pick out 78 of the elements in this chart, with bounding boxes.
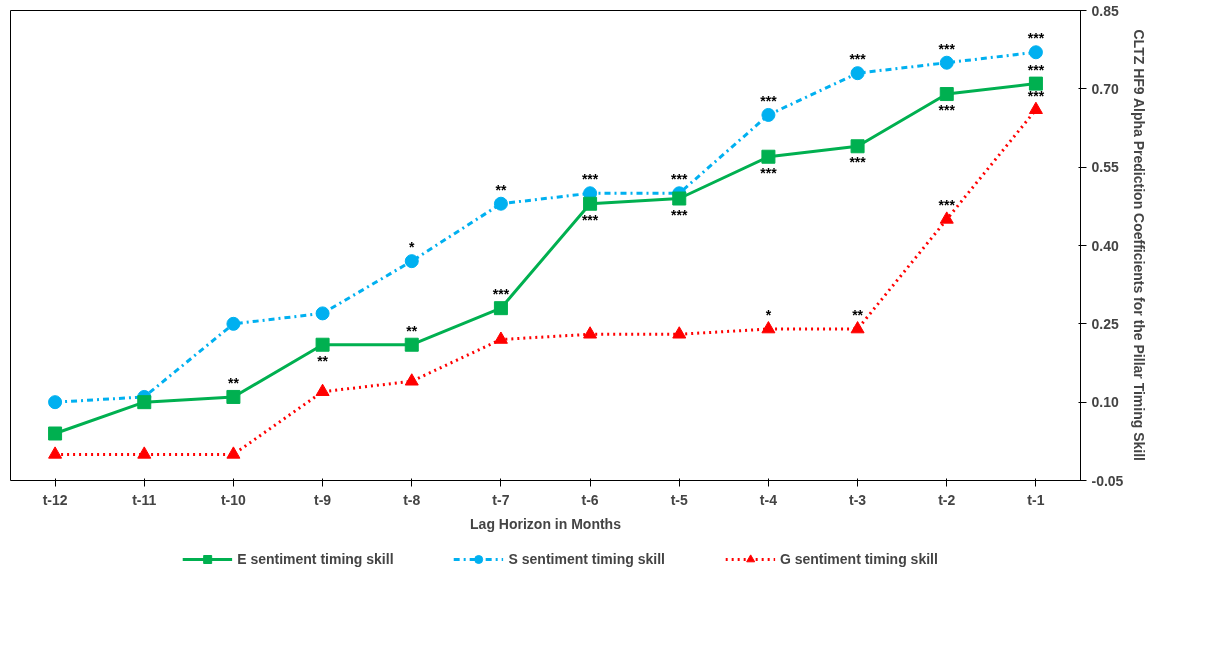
annotation: **	[406, 322, 418, 339]
legend-label: S sentiment timing skill	[508, 551, 665, 567]
point	[583, 326, 598, 339]
point	[761, 149, 776, 164]
annotation: ***	[492, 286, 510, 303]
annotation: **	[227, 374, 240, 391]
y-tick-label: 0.55	[1091, 159, 1119, 176]
point	[315, 337, 330, 352]
point	[493, 196, 508, 211]
point	[48, 426, 63, 441]
annotation: ***	[849, 154, 867, 171]
legend-label: E sentiment timing skill	[237, 551, 394, 567]
annotation: *	[409, 239, 416, 256]
x-axis-title: Lag Horizon in Months	[470, 515, 622, 532]
point	[761, 321, 776, 334]
point	[939, 211, 954, 224]
point	[583, 196, 598, 211]
point	[48, 395, 63, 410]
y-tick-label: 0.70	[1091, 80, 1119, 97]
point	[939, 87, 954, 102]
point	[1028, 76, 1043, 91]
y-tick-label: -0.05	[1091, 472, 1124, 489]
y-tick-label: 0.40	[1091, 237, 1119, 254]
annotation: ***	[938, 197, 956, 214]
annotation: ***	[760, 92, 778, 109]
x-tick-label: t-3	[849, 491, 867, 508]
point	[226, 389, 241, 404]
point	[493, 331, 508, 344]
point	[137, 395, 152, 410]
annotation: *	[765, 307, 772, 324]
point	[404, 337, 419, 352]
annotation: **	[852, 307, 864, 324]
x-tick-label: t-2	[938, 491, 956, 508]
point	[404, 373, 419, 386]
y-axis-title: CLTZ HF9 Alpha Prediction Coefficients for the Pillar Timing Skill	[1131, 29, 1148, 461]
x-tick-label: t-11	[132, 491, 157, 508]
x-tick-label: t-1	[1027, 491, 1045, 508]
point	[404, 254, 419, 269]
point	[315, 383, 330, 396]
x-tick-label: t-7	[492, 491, 510, 508]
point	[850, 321, 865, 334]
annotation: ***	[1027, 30, 1045, 47]
x-tick-label: t-10	[220, 491, 247, 508]
y-tick-label: 0.25	[1091, 315, 1119, 332]
annotation: ***	[581, 211, 599, 228]
point	[315, 306, 330, 321]
annotation: ***	[1027, 61, 1045, 78]
legend-label: G sentiment timing skill	[779, 551, 938, 567]
point	[137, 446, 152, 459]
annotation: ***	[671, 171, 688, 188]
point	[1028, 45, 1043, 60]
x-tick-label: t-5	[670, 491, 689, 508]
point	[48, 446, 63, 459]
point	[939, 55, 954, 70]
annotation: ***	[849, 51, 867, 68]
point	[493, 301, 508, 316]
annotation: ***	[1027, 87, 1045, 104]
point	[672, 326, 687, 339]
x-tick-label: t-6	[581, 491, 599, 508]
annotation: **	[317, 352, 329, 369]
point	[761, 107, 776, 122]
annotation: ***	[581, 171, 599, 188]
y-tick-label: 0.85	[1091, 2, 1119, 19]
annotation: ***	[671, 206, 688, 223]
x-tick-label: t-8	[403, 491, 421, 508]
point	[850, 66, 865, 81]
point	[226, 316, 241, 331]
point	[850, 139, 865, 154]
annotation: ***	[760, 164, 778, 181]
x-tick-label: t-4	[759, 491, 778, 508]
x-tick-label: t-9	[314, 491, 332, 508]
annotation: **	[495, 181, 507, 198]
x-tick-label: t-12	[42, 491, 68, 508]
annotation: ***	[938, 102, 956, 119]
y-tick-label: 0.10	[1091, 394, 1119, 411]
point	[672, 191, 687, 206]
annotation: ***	[938, 40, 956, 57]
point	[226, 446, 241, 459]
